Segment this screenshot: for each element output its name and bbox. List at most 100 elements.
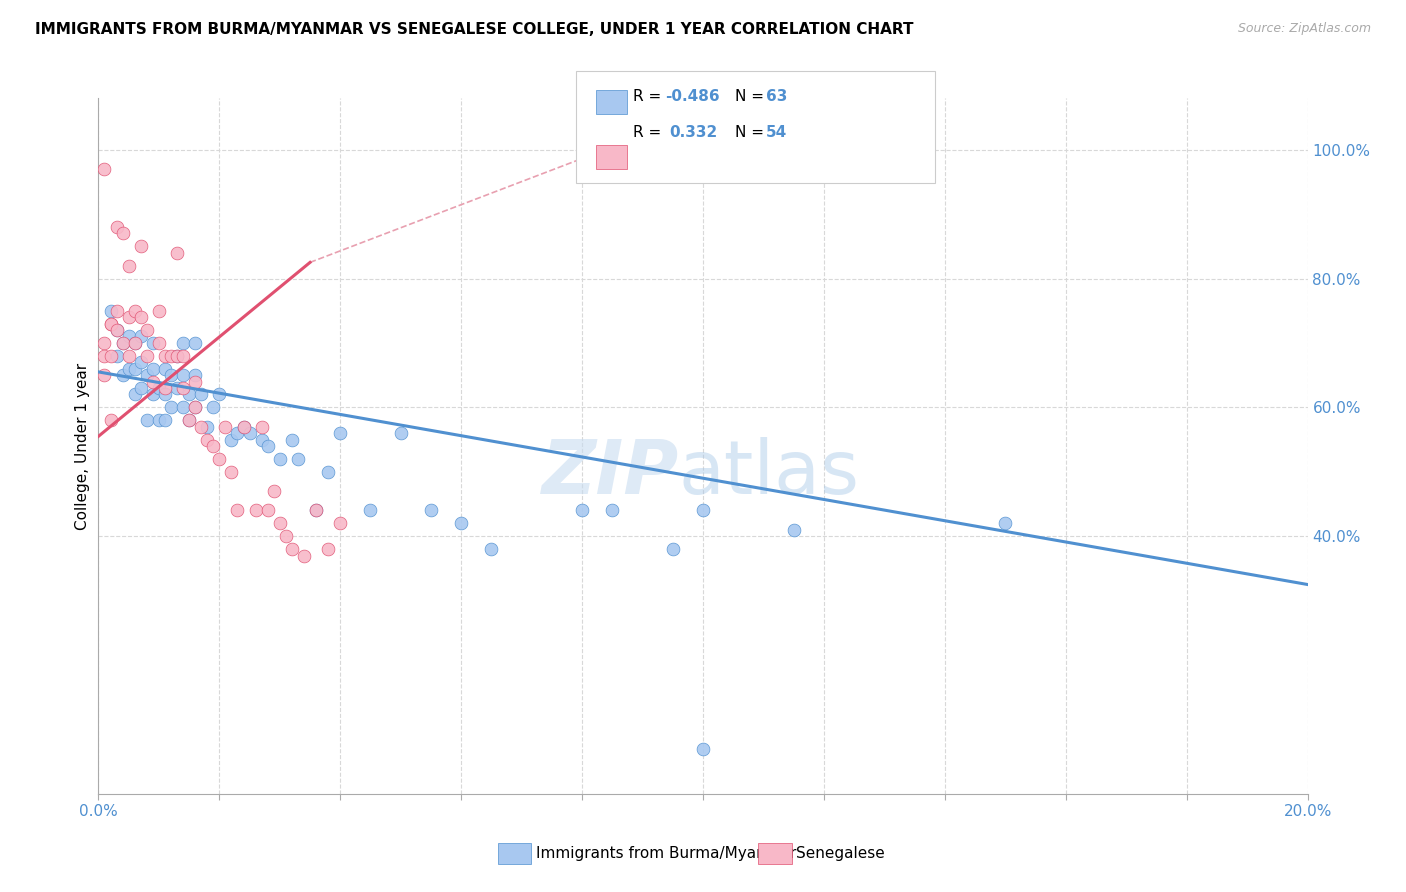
Point — [124, 335, 146, 350]
Point — [316, 465, 339, 479]
Point — [305, 503, 328, 517]
Point — [232, 419, 254, 434]
Point — [118, 349, 141, 363]
Point — [783, 523, 806, 537]
Point — [389, 426, 412, 441]
Point — [481, 542, 503, 557]
Point — [214, 419, 236, 434]
Point — [179, 387, 201, 401]
Point — [195, 419, 218, 434]
Point — [190, 419, 212, 434]
Point — [232, 419, 254, 434]
Point — [172, 368, 194, 383]
Point — [160, 401, 183, 415]
Point — [111, 335, 134, 350]
Point — [135, 349, 157, 363]
Text: ZIP: ZIP — [541, 437, 679, 510]
Point — [135, 323, 157, 337]
Text: 0.332: 0.332 — [669, 125, 717, 140]
Point — [166, 381, 188, 395]
Point — [172, 349, 194, 363]
Point — [450, 516, 472, 531]
Point — [172, 381, 194, 395]
Point — [148, 335, 170, 350]
Point — [135, 413, 157, 427]
Text: Senegalese: Senegalese — [796, 847, 884, 861]
Point — [93, 368, 115, 383]
Point — [111, 368, 134, 383]
Point — [360, 503, 382, 517]
Point — [153, 381, 176, 395]
Point — [239, 426, 262, 441]
Point — [269, 516, 291, 531]
Text: R =: R = — [633, 89, 666, 104]
Point — [250, 433, 273, 447]
Point — [292, 549, 315, 563]
Point — [93, 161, 115, 176]
Point — [124, 361, 146, 376]
Point — [184, 401, 207, 415]
Text: 54: 54 — [766, 125, 787, 140]
Point — [226, 503, 249, 517]
Point — [153, 349, 176, 363]
Point — [148, 413, 170, 427]
Point — [160, 349, 183, 363]
Point — [250, 419, 273, 434]
Point — [166, 349, 188, 363]
Point — [105, 349, 128, 363]
Point — [100, 303, 122, 318]
Point — [202, 401, 225, 415]
Point — [148, 381, 170, 395]
Point — [692, 503, 714, 517]
Point — [179, 413, 201, 427]
Point — [105, 219, 128, 234]
Point — [142, 387, 165, 401]
Point — [118, 310, 141, 325]
Point — [184, 335, 207, 350]
Point — [105, 323, 128, 337]
Text: atlas: atlas — [679, 437, 860, 510]
Point — [100, 349, 122, 363]
Point — [281, 542, 304, 557]
Point — [692, 741, 714, 756]
Point — [105, 323, 128, 337]
Point — [105, 303, 128, 318]
Text: Immigrants from Burma/Myanmar: Immigrants from Burma/Myanmar — [536, 847, 796, 861]
Point — [124, 387, 146, 401]
Point — [274, 529, 297, 543]
Text: -0.486: -0.486 — [665, 89, 720, 104]
Point — [129, 381, 152, 395]
Point — [142, 361, 165, 376]
Point — [172, 401, 194, 415]
Point — [135, 368, 157, 383]
Point — [118, 361, 141, 376]
Point — [256, 439, 278, 453]
Point — [129, 239, 152, 253]
Point — [269, 451, 291, 466]
Point — [124, 303, 146, 318]
Point — [329, 516, 352, 531]
Point — [287, 451, 309, 466]
Point — [142, 335, 165, 350]
Text: N =: N = — [735, 89, 769, 104]
Point — [172, 335, 194, 350]
Point — [305, 503, 328, 517]
Point — [118, 329, 141, 343]
Point — [100, 317, 122, 331]
Point — [111, 227, 134, 241]
Point — [571, 503, 593, 517]
Y-axis label: College, Under 1 year: College, Under 1 year — [75, 362, 90, 530]
Point — [208, 451, 231, 466]
Point — [662, 542, 685, 557]
Point — [179, 413, 201, 427]
Point — [166, 349, 188, 363]
Point — [316, 542, 339, 557]
Point — [129, 355, 152, 369]
Point — [208, 387, 231, 401]
Point — [245, 503, 267, 517]
Point — [221, 433, 243, 447]
Point — [153, 387, 176, 401]
Text: IMMIGRANTS FROM BURMA/MYANMAR VS SENEGALESE COLLEGE, UNDER 1 YEAR CORRELATION CH: IMMIGRANTS FROM BURMA/MYANMAR VS SENEGAL… — [35, 22, 914, 37]
Point — [263, 484, 285, 499]
Point — [202, 439, 225, 453]
